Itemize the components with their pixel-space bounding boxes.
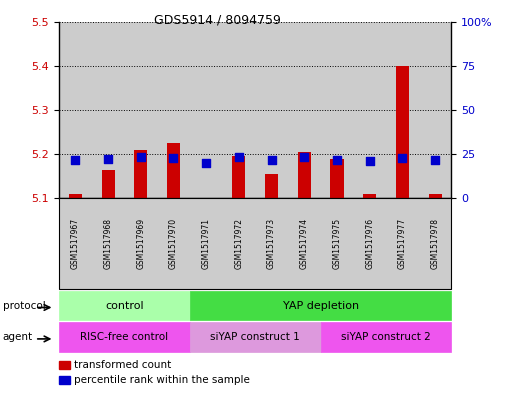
Text: RISC-free control: RISC-free control <box>81 332 168 342</box>
Text: percentile rank within the sample: percentile rank within the sample <box>74 375 250 385</box>
Bar <box>255 22 288 198</box>
Text: GSM1517968: GSM1517968 <box>104 218 112 269</box>
Text: agent: agent <box>3 332 33 342</box>
Bar <box>363 194 376 198</box>
Text: GSM1517976: GSM1517976 <box>365 218 374 269</box>
Text: YAP depletion: YAP depletion <box>283 301 359 310</box>
Text: transformed count: transformed count <box>74 360 172 370</box>
Bar <box>59 22 92 198</box>
Text: GSM1517970: GSM1517970 <box>169 218 178 269</box>
Bar <box>321 22 353 198</box>
Point <box>267 156 275 163</box>
Text: GSM1517974: GSM1517974 <box>300 218 309 269</box>
Text: siYAP construct 1: siYAP construct 1 <box>210 332 300 342</box>
Point <box>169 154 177 161</box>
Bar <box>92 22 124 198</box>
Bar <box>124 22 157 198</box>
Bar <box>265 174 278 198</box>
Bar <box>428 194 442 198</box>
Point <box>300 154 308 160</box>
Text: control: control <box>105 301 144 310</box>
Bar <box>190 22 223 198</box>
Text: GSM1517971: GSM1517971 <box>202 218 211 269</box>
Text: GSM1517967: GSM1517967 <box>71 218 80 269</box>
Point <box>136 154 145 160</box>
Text: protocol: protocol <box>3 301 45 310</box>
Text: GSM1517977: GSM1517977 <box>398 218 407 269</box>
Text: GSM1517973: GSM1517973 <box>267 218 276 269</box>
Bar <box>288 22 321 198</box>
Text: GSM1517972: GSM1517972 <box>234 218 243 269</box>
Bar <box>69 194 82 198</box>
Bar <box>396 66 409 198</box>
Point <box>104 156 112 162</box>
Text: siYAP construct 2: siYAP construct 2 <box>341 332 431 342</box>
Bar <box>419 22 451 198</box>
Text: GSM1517975: GSM1517975 <box>332 218 342 269</box>
Bar <box>298 152 311 198</box>
Point <box>235 154 243 160</box>
Point <box>333 156 341 163</box>
Bar <box>223 22 255 198</box>
Bar <box>386 22 419 198</box>
Text: GSM1517969: GSM1517969 <box>136 218 145 269</box>
Bar <box>353 22 386 198</box>
Point <box>202 160 210 166</box>
Text: GSM1517978: GSM1517978 <box>430 218 440 269</box>
Bar <box>157 22 190 198</box>
Bar <box>167 143 180 198</box>
Point <box>366 158 374 164</box>
Point <box>398 154 406 161</box>
Point <box>71 156 80 163</box>
Bar <box>330 159 344 198</box>
Bar <box>232 156 245 198</box>
Bar <box>134 150 147 198</box>
Point <box>431 156 439 163</box>
Text: GDS5914 / 8094759: GDS5914 / 8094759 <box>154 14 281 27</box>
Bar <box>102 170 114 198</box>
